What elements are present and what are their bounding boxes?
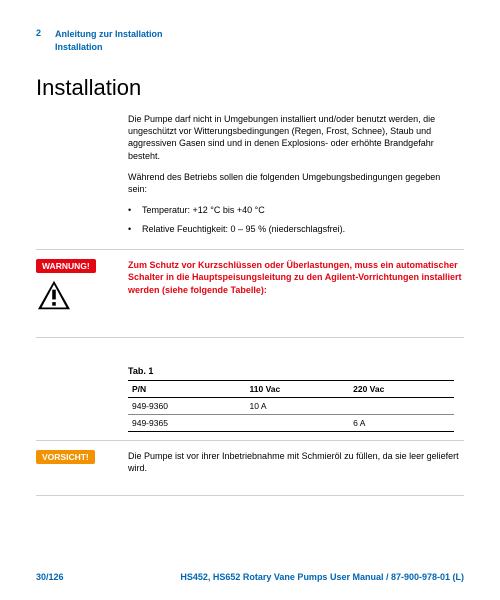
table-header-cell: P/N: [128, 381, 246, 398]
list-item: Relative Feuchtigkeit: 0 – 95 % (nieders…: [128, 223, 454, 235]
table-cell: 949-9360: [128, 398, 246, 415]
table-header-row: P/N 110 Vac 220 Vac: [128, 381, 454, 398]
list-item: Temperatur: +12 °C bis +40 °C: [128, 204, 454, 216]
page-header: 2 Anleitung zur Installation Installatio…: [36, 28, 464, 53]
caution-badge: VORSICHT!: [36, 450, 95, 464]
table-row: 949-9360 10 A: [128, 398, 454, 415]
table-cell: 6 A: [349, 415, 454, 432]
warning-badge: WARNUNG!: [36, 259, 96, 273]
caution-label-column: VORSICHT!: [36, 450, 118, 474]
breadcrumb-line: Anleitung zur Installation: [55, 28, 163, 41]
table-row: 949-9365 6 A: [128, 415, 454, 432]
warning-label-column: WARNUNG!: [36, 259, 118, 313]
table-cell: 10 A: [246, 398, 350, 415]
table-cell: [349, 398, 454, 415]
paragraph: Während des Betriebs sollen die folgende…: [128, 171, 454, 195]
breadcrumb: Anleitung zur Installation Installation: [55, 28, 163, 53]
chapter-number: 2: [36, 28, 41, 53]
caution-block: VORSICHT! Die Pumpe ist vor ihrer Inbetr…: [36, 440, 464, 495]
table-cell: 949-9365: [128, 415, 246, 432]
breadcrumb-line: Installation: [55, 41, 163, 54]
parts-table: P/N 110 Vac 220 Vac 949-9360 10 A 949-93…: [128, 380, 454, 432]
page-title: Installation: [36, 75, 464, 101]
bullet-list: Temperatur: +12 °C bis +40 °C Relative F…: [128, 204, 454, 235]
table-caption: Tab. 1: [128, 366, 454, 376]
table-section: Tab. 1 P/N 110 Vac 220 Vac 949-9360 10 A…: [128, 366, 454, 432]
table-header-cell: 220 Vac: [349, 381, 454, 398]
warning-block: WARNUNG! Zum Schutz vor Kurzschlüssen od…: [36, 249, 464, 338]
warning-triangle-icon: [36, 279, 72, 311]
page-footer: 30/126 HS452, HS652 Rotary Vane Pumps Us…: [36, 572, 464, 582]
warning-text: Zum Schutz vor Kurzschlüssen oder Überla…: [128, 259, 464, 313]
page-number: 30/126: [36, 572, 64, 582]
paragraph: Die Pumpe darf nicht in Umgebungen insta…: [128, 113, 454, 162]
table-cell: [246, 415, 350, 432]
table-header-cell: 110 Vac: [246, 381, 350, 398]
caution-text: Die Pumpe ist vor ihrer Inbetriebnahme m…: [128, 450, 464, 474]
document-title: HS452, HS652 Rotary Vane Pumps User Manu…: [180, 572, 464, 582]
